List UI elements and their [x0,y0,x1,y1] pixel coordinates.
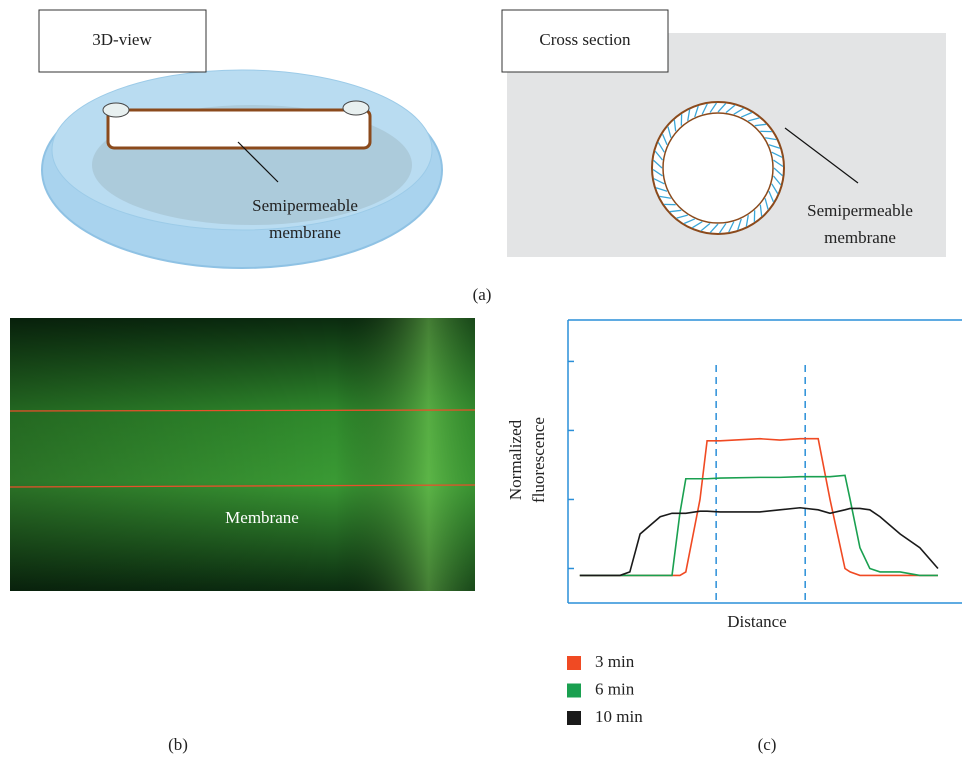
box-title: 3D-view [92,30,152,49]
series-line [580,508,938,576]
legend-swatch [567,711,581,725]
panel-label: (b) [168,735,188,754]
image-annotation: Membrane [225,508,299,527]
fluorescence-image [10,318,475,591]
callout: membrane [269,223,341,242]
figure: 3D-view Semipermeable membrane Cross sec… [0,0,964,770]
legend-swatch [567,656,581,670]
panel-label: (c) [758,735,777,754]
dish-illustration [42,70,442,268]
panel-label: (a) [473,285,492,304]
series-line [580,439,938,576]
box-title: Cross section [539,30,631,49]
legend-label: 10 min [595,707,643,726]
y-axis-label: Normalized [506,419,525,500]
legend-swatch [567,684,581,698]
x-axis-label: Distance [727,612,786,631]
y-axis-label: fluorescence [529,417,548,503]
callout: membrane [824,228,896,247]
callout: Semipermeable [807,201,913,220]
legend-label: 6 min [595,679,635,698]
callout: Semipermeable [252,196,358,215]
legend-label: 3 min [595,652,635,671]
